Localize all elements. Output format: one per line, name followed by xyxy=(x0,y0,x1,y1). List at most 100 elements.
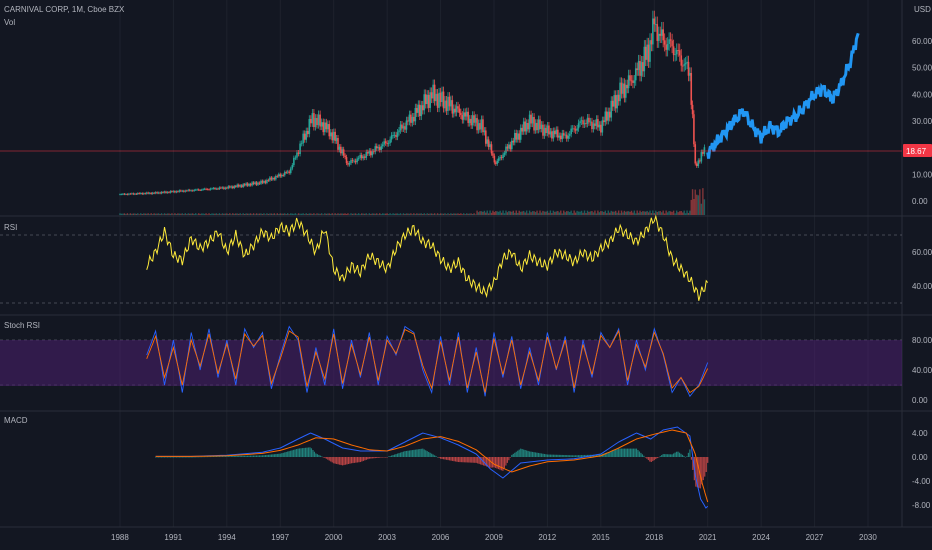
candle-body xyxy=(690,73,693,105)
candle-body xyxy=(454,108,456,113)
candle-body xyxy=(513,132,516,143)
macd-hist-bar xyxy=(485,457,488,467)
volume-bar xyxy=(169,213,172,215)
macd-hist-bar xyxy=(661,455,663,457)
macd-hist-bar xyxy=(678,452,681,457)
volume-bar xyxy=(341,213,343,215)
macd-hist-bar xyxy=(356,457,359,463)
candle-body xyxy=(141,193,144,195)
candle-body xyxy=(496,160,499,164)
currency-label[interactable]: USD xyxy=(914,5,931,14)
macd-hist-bar xyxy=(347,457,350,464)
volume-label[interactable]: Vol xyxy=(4,18,15,27)
macd-hist-bar xyxy=(457,457,459,463)
macd-title[interactable]: MACD xyxy=(4,416,28,425)
volume-bar xyxy=(690,199,692,215)
volume-bar xyxy=(239,213,241,215)
volume-bar xyxy=(381,213,384,215)
y-tick-label: 60.00 xyxy=(912,248,932,257)
candle-body xyxy=(234,186,237,187)
candle-body xyxy=(642,62,644,72)
volume-bar xyxy=(604,210,607,215)
candle-body xyxy=(470,118,472,126)
macd-hist-bar xyxy=(208,456,210,458)
macd-pane[interactable] xyxy=(155,426,709,509)
volume-bar xyxy=(345,213,348,215)
candle-body xyxy=(363,156,366,158)
volume-bar xyxy=(433,213,436,215)
stoch-rsi-title[interactable]: Stoch RSI xyxy=(4,321,40,330)
volume-bar xyxy=(441,213,443,215)
macd-hist-bar xyxy=(472,457,474,463)
volume-bar xyxy=(175,213,178,215)
macd-hist-bar xyxy=(585,454,587,457)
volume-bar xyxy=(296,214,298,215)
candle-body xyxy=(220,187,222,189)
candle-body xyxy=(530,114,532,124)
volume-bar xyxy=(356,214,358,215)
price-pane[interactable] xyxy=(0,10,902,215)
price-axis[interactable]: 60.0050.0040.0030.0020.0010.000.0060.004… xyxy=(912,37,932,510)
volume-bar xyxy=(671,211,673,215)
volume-bar xyxy=(592,212,595,215)
macd-hist-bar xyxy=(293,449,295,457)
volume-bar xyxy=(600,211,602,215)
candle-body xyxy=(558,135,561,138)
candle-body xyxy=(160,192,163,194)
volume-bar xyxy=(153,213,155,215)
volume-bar xyxy=(199,213,201,215)
volume-bar xyxy=(307,213,309,215)
candle-body xyxy=(407,120,409,122)
macd-hist-bar xyxy=(686,456,688,457)
macd-hist-bar xyxy=(515,451,517,457)
macd-hist-bar xyxy=(419,449,421,457)
macd-hist-bar xyxy=(264,455,267,457)
volume-bar xyxy=(525,210,528,215)
macd-hist-bar xyxy=(245,455,247,457)
candle-body xyxy=(445,100,448,111)
macd-hist-bar xyxy=(609,451,611,457)
volume-bar xyxy=(148,214,151,215)
macd-hist-bar xyxy=(401,452,403,457)
volume-bar xyxy=(613,211,615,215)
volume-bar xyxy=(197,213,200,215)
macd-hist-bar xyxy=(361,457,363,462)
candle-body xyxy=(139,193,142,194)
candle-body xyxy=(240,185,243,187)
candle-body xyxy=(433,84,436,102)
candle-body xyxy=(294,157,297,159)
volume-bar xyxy=(184,213,187,215)
candle-body xyxy=(169,191,172,193)
candle-body xyxy=(194,189,197,191)
candle-body xyxy=(601,120,604,133)
macd-hist-bar xyxy=(333,457,335,464)
candle-body xyxy=(168,191,170,193)
volume-bar xyxy=(129,213,132,215)
x-tick-label: 1997 xyxy=(271,533,289,542)
rsi-title[interactable]: RSI xyxy=(4,223,17,232)
macd-hist-bar xyxy=(392,455,394,457)
candle-body xyxy=(480,119,483,130)
y-tick-label: 10.00 xyxy=(912,170,932,179)
x-tick-label: 2027 xyxy=(806,533,824,542)
volume-bar xyxy=(423,213,425,215)
symbol-title[interactable]: CARNIVAL CORP, 1M, Cboe BZX xyxy=(4,5,125,14)
candle-body xyxy=(285,172,288,174)
time-axis[interactable]: 1988 1991 1994 1997 2000 2003 2006 2009 2012 2015… xyxy=(111,533,877,542)
volume-bar xyxy=(300,213,303,215)
candle-body xyxy=(559,135,562,140)
stoch-rsi-pane[interactable] xyxy=(0,325,902,398)
volume-bar xyxy=(639,210,641,215)
volume-bar xyxy=(357,213,360,215)
macd-hist-bar xyxy=(411,450,413,457)
candle-body xyxy=(489,144,491,148)
y-tick-label: 50.00 xyxy=(912,64,932,73)
candle-body xyxy=(374,146,377,152)
candle-body xyxy=(132,193,135,195)
rsi-pane[interactable] xyxy=(146,214,709,301)
macd-hist-bar xyxy=(456,457,458,462)
macd-hist-bar xyxy=(499,457,501,470)
macd-hist-bar xyxy=(536,452,538,457)
macd-hist-bar xyxy=(255,455,258,457)
